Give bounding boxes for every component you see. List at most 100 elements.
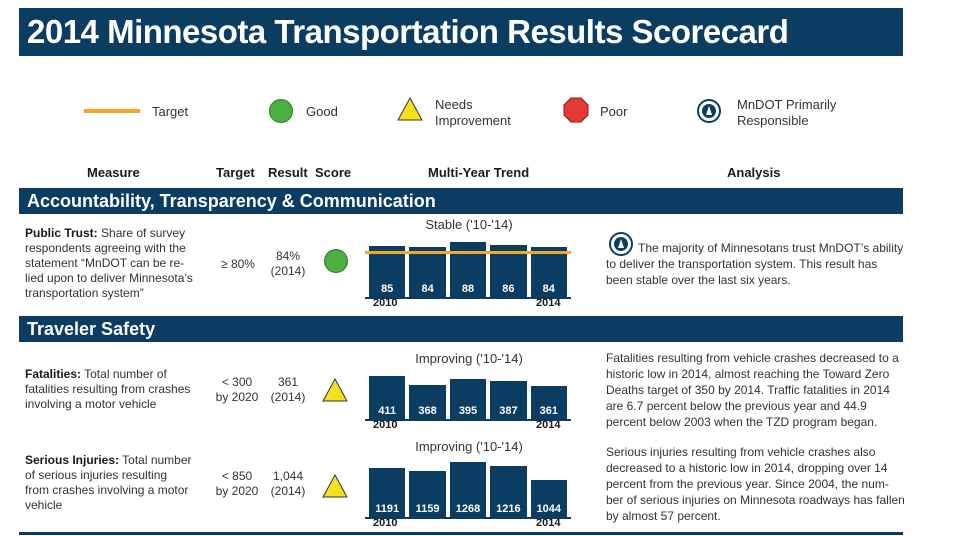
chart-bar [369,246,406,298]
mndot-logo-icon [609,232,633,256]
analysis-fatalities: Fatalities resulting from vehicle crashe… [606,350,906,430]
bar-value-label: 368 [418,405,437,417]
chart-bar [530,247,567,298]
measure-desc: statement “MnDOT can be re- [25,256,185,270]
chart-bar [409,470,446,518]
year-start: 2010 [373,517,398,529]
result-year: (2014) [270,484,306,498]
year-start: 2010 [373,419,398,431]
chart-bar [449,462,487,518]
result-number: 84% [275,249,301,263]
legend-mndot-line2: Responsible [737,113,809,128]
chart-axis [365,419,571,421]
trend-label: Stable ('10-'14) [425,217,513,232]
title-bar: 2014 Minnesota Transportation Results Sc… [19,8,903,56]
measure-desc: Total number [119,453,192,467]
chart-bar [530,480,567,518]
good-circle-icon [269,99,293,123]
target-number: < 300 [221,375,253,389]
analysis-text: Serious injuries resulting from vehicle … [606,445,905,523]
measure-desc: from crashes involving a motor [25,483,189,497]
measure-name: Serious Injuries: [25,453,120,467]
trend-label: Improving ('10-'14) [415,351,523,366]
year-start: 2010 [373,297,398,309]
col-target: Target [216,165,255,180]
measure-desc: Total number of [81,367,167,381]
needs-improvement-triangle-icon [397,97,423,121]
bar-value-label: 1044 [536,503,562,515]
target-year: by 2020 [215,484,259,498]
chart-bar [530,386,567,420]
result-value: 84% (2014) [264,249,312,279]
result-value: 361 (2014) [264,375,312,405]
measure-name: Fatalities: [25,367,82,381]
chart-axis [365,517,571,519]
section-accountability: Accountability, Transparency & Communica… [19,188,903,214]
bar-value-label: 411 [378,405,397,417]
poor-octagon-icon [563,97,589,123]
result-number: 361 [277,375,299,389]
legend-needs-line2: Improvement [435,113,511,128]
year-end: 2014 [536,297,561,309]
measure-desc: of serious injuries resulting [25,468,168,482]
measure-public-trust: Public Trust: Share of survey respondent… [25,226,215,301]
legend-needs-label: Needs Improvement [435,97,511,129]
legend-mndot-line1: MnDOT Primarily [737,97,837,112]
result-value: 1,044 (2014) [264,469,312,499]
chart-bar [490,380,527,420]
target-line [365,250,571,254]
target-value: < 850 by 2020 [212,469,262,499]
col-measure: Measure [87,165,140,180]
legend-good-label: Good [306,104,338,119]
chart-bar [409,247,446,298]
year-end: 2014 [536,419,561,431]
section-title: Accountability, Transparency & Communica… [27,191,436,211]
year-end: 2014 [536,517,561,529]
score-good-icon [324,249,348,273]
measure-desc: involving a motor vehicle [25,397,157,411]
measure-desc: respondents agreeing with the [25,241,186,255]
chart-bar [449,379,487,420]
mndot-logo-icon [697,99,721,123]
bottom-rule [19,532,903,535]
trend-chart-serious-injuries: 1191 1159 1268 1216 1044 [365,456,571,519]
chart-bar [490,466,527,518]
page-title: 2014 Minnesota Transportation Results Sc… [27,13,789,50]
measure-fatalities: Fatalities: Total number of fatalities r… [25,367,215,412]
bar-value-label: 88 [461,283,475,295]
bar-value-label: 1268 [455,503,481,515]
bar-value-label: 1191 [375,503,400,515]
result-year: (2014) [270,264,306,278]
analysis-text: Fatalities resulting from vehicle crashe… [606,351,899,429]
target-year: by 2020 [215,390,259,404]
trend-label: Improving ('10-'14) [415,439,523,454]
trend-chart-fatalities: 411 368 395 387 361 [365,370,571,421]
bar-value-label: 387 [499,405,518,417]
trend-chart-public-trust: 85 84 88 86 84 [365,236,571,299]
score-needs-improvement-icon [322,474,348,498]
measure-name: Public Trust: [25,226,98,240]
bar-value-label: 361 [539,405,558,417]
target-number: < 850 [221,469,253,483]
col-score: Score [315,165,352,180]
bar-value-label: 86 [502,283,515,295]
bar-value-label: 395 [458,405,478,417]
target-value: < 300 by 2020 [212,375,262,405]
measure-desc: lied upon to deliver Minnesota’s [25,271,193,285]
measure-desc: Share of survey [97,226,186,240]
section-traveler-safety: Traveler Safety [19,316,903,342]
legend-mndot-label: MnDOT Primarily Responsible [737,97,836,129]
bar-value-label: 1159 [415,503,440,515]
bar-value-label: 84 [542,283,555,295]
legend-poor-label: Poor [600,104,628,119]
col-result: Result [268,165,308,180]
chart-bar [409,384,446,420]
analysis-serious-injuries: Serious injuries resulting from vehicle … [606,444,906,524]
section-title: Traveler Safety [27,319,156,339]
measure-desc: fatalities resulting from crashes [25,382,191,396]
chart-bar [369,376,406,420]
result-year: (2014) [270,390,306,404]
result-number: 1,044 [272,469,304,483]
legend-target-label: Target [152,104,189,119]
measure-desc: transportation system” [25,286,144,300]
